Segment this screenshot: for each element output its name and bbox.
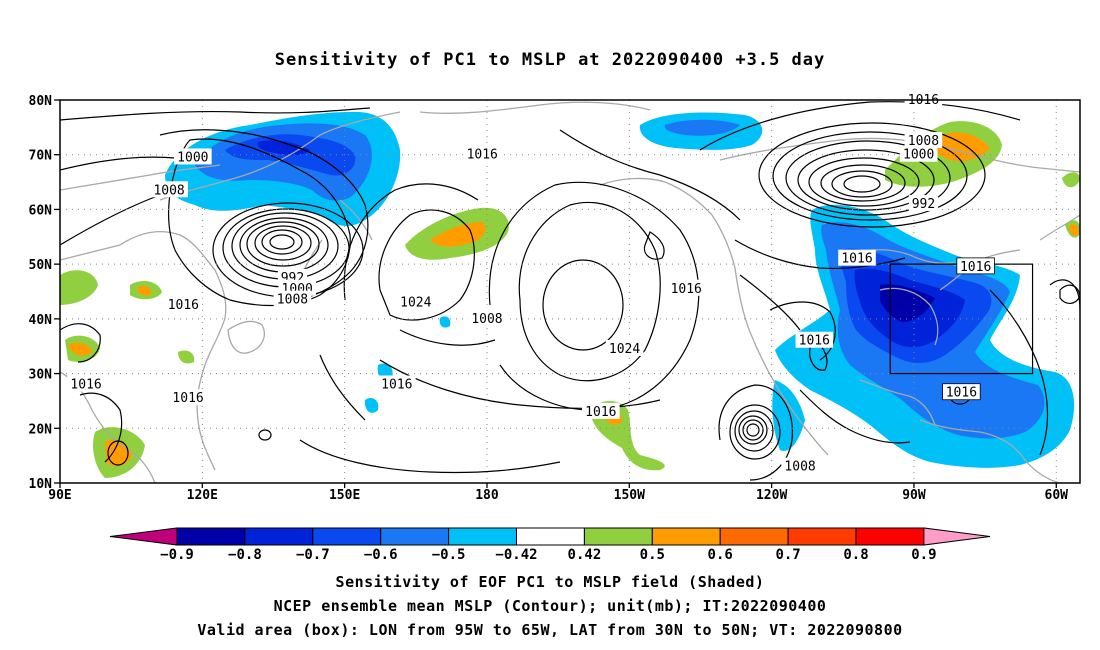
lat-tick-label: 10N bbox=[29, 477, 53, 492]
contour-label: 1016 bbox=[671, 282, 702, 297]
contour-label-bg bbox=[150, 181, 188, 198]
contour-label-bg bbox=[169, 389, 207, 406]
contour-label-bg bbox=[956, 257, 995, 275]
contour-label-bg bbox=[899, 145, 938, 162]
colorbar-swatch bbox=[787, 527, 857, 546]
lon-tick-label: 150W bbox=[614, 488, 645, 503]
colorbar-under-triangle bbox=[109, 527, 178, 546]
contour-label: 1024 bbox=[609, 342, 640, 357]
lon-tick-label: 150E bbox=[329, 488, 360, 503]
contour-label-bg bbox=[795, 331, 834, 348]
colorbar-label: 0.42 bbox=[568, 547, 602, 563]
colorbar-label: 0.6 bbox=[708, 547, 733, 563]
contour-label-bg bbox=[838, 249, 876, 266]
caption-valid-area: Valid area (box): LON from 95W to 65W, L… bbox=[197, 621, 903, 639]
contour-label-bg bbox=[164, 296, 203, 313]
contour-label-bg bbox=[667, 279, 706, 296]
colorbar-swatch bbox=[380, 527, 450, 546]
contour-label: 1016 bbox=[585, 405, 616, 420]
lat-tick-label: 80N bbox=[29, 94, 53, 109]
contour-label: 992 bbox=[912, 197, 935, 212]
contour-label: 1016 bbox=[168, 298, 199, 313]
contour-label: 1016 bbox=[172, 391, 203, 406]
contour-label: 1016 bbox=[70, 378, 101, 393]
lat-tick-label: 50N bbox=[29, 258, 53, 273]
contour-label-bg bbox=[908, 194, 939, 211]
contour-label: 1008 bbox=[908, 134, 939, 149]
contour-label: 1008 bbox=[784, 460, 815, 475]
colorbar-swatch bbox=[516, 527, 585, 546]
contour-label: 1016 bbox=[960, 260, 991, 275]
colorbar-label: −0.9 bbox=[160, 547, 194, 563]
contour-label-bg bbox=[904, 91, 943, 107]
contour-label: 1008 bbox=[471, 312, 502, 327]
lat-tick-label: 40N bbox=[29, 313, 53, 328]
colorbar-label: −0.6 bbox=[364, 547, 398, 563]
caption-shaded: Sensitivity of EOF PC1 to MSLP field (Sh… bbox=[335, 573, 765, 591]
colorbar-label: −0.42 bbox=[495, 547, 537, 563]
contour-label-bg bbox=[942, 383, 981, 401]
map-title: Sensitivity of PC1 to MSLP at 2022090400… bbox=[274, 50, 826, 70]
colorbar-swatch bbox=[244, 527, 314, 546]
contour-label-bg bbox=[582, 402, 620, 419]
lon-tick-label: 90E bbox=[48, 488, 71, 503]
contour-label-bg bbox=[904, 132, 943, 149]
lat-tick-label: 70N bbox=[29, 149, 53, 164]
lon-tick-label: 120W bbox=[756, 488, 787, 503]
contour-label-bg bbox=[781, 457, 819, 474]
colorbar-label: −0.7 bbox=[296, 547, 330, 563]
lat-tick-label: 60N bbox=[29, 203, 53, 218]
contour-label: 1000 bbox=[177, 150, 208, 165]
contour-label-bg bbox=[468, 309, 506, 326]
colorbar-label: −0.8 bbox=[228, 547, 262, 563]
colorbar-swatch bbox=[719, 527, 789, 546]
contour-label: 1008 bbox=[153, 183, 184, 198]
lat-tick-label: 20N bbox=[29, 422, 53, 437]
colorbar-label: 0.8 bbox=[843, 547, 868, 563]
colorbar-swatch bbox=[855, 527, 925, 546]
colorbar-swatch bbox=[448, 527, 518, 546]
contour-label-bg bbox=[397, 293, 435, 310]
colorbar: −0.9 −0.8 −0.7 −0.6 −0.5 −0.42 0.42 0.5 0.6 0.7 0.… bbox=[109, 527, 991, 563]
lon-tick-label: 60W bbox=[1045, 488, 1069, 503]
contour-label: 1016 bbox=[381, 378, 412, 393]
contour-label: 1000 bbox=[903, 148, 934, 163]
colorbar-label: 0.5 bbox=[640, 547, 665, 563]
colorbar-swatch bbox=[651, 527, 721, 546]
contour-label-bg bbox=[67, 375, 105, 392]
colorbar-swatch bbox=[583, 527, 653, 546]
plot-frame bbox=[59, 99, 1081, 484]
latitude-axis: 80N 70N 60N 50N 40N 30N 20N 10N bbox=[29, 94, 60, 492]
caption-contour: NCEP ensemble mean MSLP (Contour); unit(… bbox=[273, 597, 827, 615]
lon-tick-label: 90W bbox=[902, 488, 926, 503]
contour-label: 1016 bbox=[841, 252, 872, 267]
positive-sensitivity-shading bbox=[60, 121, 1080, 478]
colorbar-label: 0.7 bbox=[775, 547, 800, 563]
contour-label-bg bbox=[378, 375, 416, 392]
graticule bbox=[60, 100, 1080, 483]
contour-label-bg bbox=[174, 148, 212, 165]
colorbar-swatch bbox=[176, 527, 246, 546]
contour-label: 1008 bbox=[277, 293, 308, 308]
contour-label-bg bbox=[273, 290, 312, 307]
contour-label: 1024 bbox=[400, 295, 431, 310]
colorbar-over-triangle bbox=[923, 527, 991, 546]
lon-tick-label: 180 bbox=[475, 488, 499, 503]
contour-label-bg bbox=[463, 145, 502, 162]
colorbar-label: −0.5 bbox=[432, 547, 466, 563]
longitude-axis: 90E 120E 150E 180 150W 120W 90W 60W bbox=[48, 483, 1068, 503]
contour-label: 1016 bbox=[946, 386, 977, 401]
contour-label: 1016 bbox=[467, 148, 498, 163]
colorbar-swatch bbox=[312, 527, 382, 546]
contour-label: 1016 bbox=[799, 334, 830, 349]
colorbar-label: 0.9 bbox=[911, 547, 936, 563]
lon-tick-label: 120E bbox=[187, 488, 218, 503]
contour-label-bg bbox=[605, 339, 644, 356]
lat-tick-label: 30N bbox=[29, 368, 53, 383]
